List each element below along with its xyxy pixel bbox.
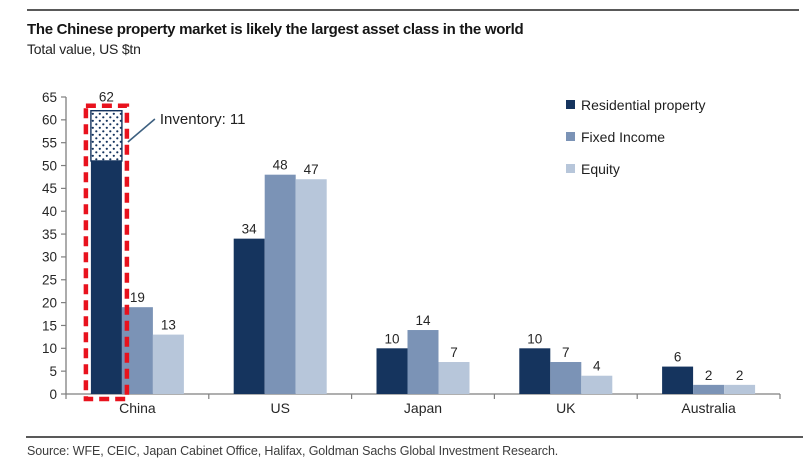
bar-equity-australia bbox=[724, 384, 756, 394]
value-label: 7 bbox=[450, 345, 458, 360]
bar-fixed-income-china bbox=[121, 307, 153, 394]
bar-equity-uk bbox=[581, 375, 613, 394]
y-tick-label: 40 bbox=[42, 204, 57, 219]
bottom-rule bbox=[26, 436, 803, 438]
bar-equity-us bbox=[295, 179, 327, 394]
y-tick-label: 30 bbox=[42, 250, 57, 265]
y-tick-label: 50 bbox=[42, 158, 57, 173]
legend-label: Residential property bbox=[581, 96, 706, 113]
x-category-label: Japan bbox=[404, 400, 442, 416]
legend-swatch-icon bbox=[566, 164, 575, 173]
bar-fixed-income-japan bbox=[407, 330, 439, 394]
legend: Residential property Fixed Income Equity bbox=[566, 95, 706, 191]
y-tick-label: 55 bbox=[42, 135, 57, 150]
y-tick-label: 60 bbox=[42, 113, 57, 128]
value-label: 62 bbox=[99, 90, 114, 105]
x-category-label: Australia bbox=[681, 400, 736, 416]
legend-label: Equity bbox=[581, 160, 620, 177]
x-category-label: China bbox=[119, 400, 156, 416]
annotation-label: Inventory: 11 bbox=[160, 111, 246, 128]
bar-fixed-income-us bbox=[264, 174, 296, 394]
x-category-label: US bbox=[270, 400, 289, 416]
y-tick-label: 0 bbox=[49, 387, 57, 402]
bar-residential-property-australia bbox=[662, 366, 694, 394]
bar-fixed-income-uk bbox=[550, 362, 582, 394]
value-label: 10 bbox=[527, 331, 542, 346]
bar-equity-japan bbox=[438, 362, 470, 394]
highlight-red-dashed-box bbox=[83, 103, 130, 402]
source-note: Source: WFE, CEIC, Japan Cabinet Office,… bbox=[27, 444, 559, 458]
value-label: 13 bbox=[161, 318, 176, 333]
value-label: 6 bbox=[674, 350, 682, 365]
bar-residential-property-us bbox=[233, 238, 265, 394]
value-label: 19 bbox=[130, 290, 145, 305]
bar-fixed-income-australia bbox=[693, 384, 725, 394]
legend-swatch-icon bbox=[566, 132, 575, 141]
bar-equity-china bbox=[152, 334, 184, 394]
chart-subtitle: Total value, US $tn bbox=[27, 41, 141, 57]
chart-title: The Chinese property market is likely th… bbox=[27, 21, 524, 38]
y-tick-label: 15 bbox=[42, 318, 57, 333]
y-tick-label: 45 bbox=[42, 181, 57, 196]
bar-residential-property-uk bbox=[519, 348, 551, 394]
value-label: 14 bbox=[415, 313, 431, 328]
value-label: 48 bbox=[273, 158, 288, 173]
legend-item-residential-property: Residential property bbox=[566, 95, 706, 114]
y-tick-label: 10 bbox=[42, 341, 57, 356]
value-label: 4 bbox=[593, 359, 601, 374]
x-category-label: UK bbox=[556, 400, 576, 416]
legend-label: Fixed Income bbox=[581, 128, 666, 145]
bar-residential-property-japan bbox=[376, 348, 408, 394]
value-label: 47 bbox=[304, 162, 319, 177]
legend-item-fixed-income: Fixed Income bbox=[566, 127, 706, 146]
legend-swatch-icon bbox=[566, 100, 575, 109]
value-label: 7 bbox=[562, 345, 570, 360]
value-label: 2 bbox=[705, 368, 713, 383]
value-label: 34 bbox=[242, 222, 258, 237]
value-label: 2 bbox=[736, 368, 744, 383]
y-tick-label: 65 bbox=[42, 90, 57, 105]
top-rule bbox=[27, 9, 799, 11]
annotation-line bbox=[127, 118, 156, 143]
y-tick-label: 20 bbox=[42, 295, 57, 310]
value-label: 10 bbox=[384, 331, 399, 346]
legend-item-equity: Equity bbox=[566, 159, 706, 178]
y-tick-label: 5 bbox=[49, 364, 57, 379]
y-tick-label: 35 bbox=[42, 227, 57, 242]
y-tick-label: 25 bbox=[42, 273, 57, 288]
inventory-segment bbox=[90, 110, 123, 162]
